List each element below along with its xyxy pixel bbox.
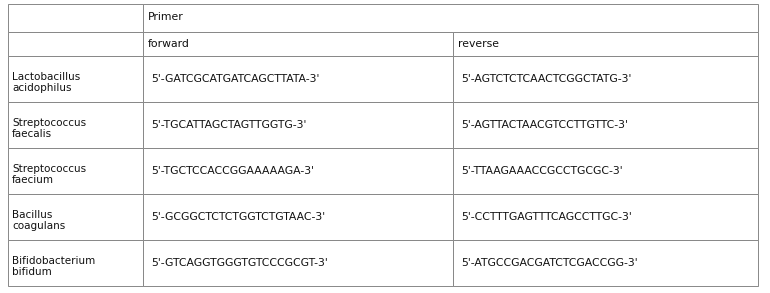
Text: 5'-ATGCCGACGATCTCGACCGG-3': 5'-ATGCCGACGATCTCGACCGG-3' bbox=[461, 258, 638, 268]
Text: acidophilus: acidophilus bbox=[12, 83, 72, 93]
Text: forward: forward bbox=[148, 39, 190, 49]
Text: faecium: faecium bbox=[12, 175, 54, 185]
Text: 5'-TGCATTAGCTAGTTGGTG-3': 5'-TGCATTAGCTAGTTGGTG-3' bbox=[151, 120, 306, 130]
Text: Lactobacillus: Lactobacillus bbox=[12, 72, 80, 82]
Text: 5'-AGTTACTAACGTCCTTGTTC-3': 5'-AGTTACTAACGTCCTTGTTC-3' bbox=[461, 120, 628, 130]
Bar bbox=[8, 4, 143, 32]
Bar bbox=[453, 148, 758, 194]
Bar bbox=[143, 240, 453, 286]
Bar bbox=[8, 102, 143, 148]
Bar bbox=[143, 148, 453, 194]
Text: bifidum: bifidum bbox=[12, 267, 52, 277]
Text: reverse: reverse bbox=[458, 39, 499, 49]
Text: Streptococcus: Streptococcus bbox=[12, 118, 86, 128]
Text: Bifidobacterium: Bifidobacterium bbox=[12, 256, 95, 266]
Text: coagulans: coagulans bbox=[12, 221, 65, 231]
Text: 5'-CCTTTGAGTTTCAGCCTTGC-3': 5'-CCTTTGAGTTTCAGCCTTGC-3' bbox=[461, 212, 631, 222]
Text: faecalis: faecalis bbox=[12, 129, 52, 139]
Text: 5'-GCGGCTCTCTGGTCTGTAAC-3': 5'-GCGGCTCTCTGGTCTGTAAC-3' bbox=[151, 212, 325, 222]
Bar bbox=[453, 194, 758, 240]
Bar bbox=[143, 4, 758, 32]
Bar bbox=[8, 148, 143, 194]
Bar bbox=[453, 240, 758, 286]
Text: 5'-AGTCTCTCAACTCGGCTATG-3': 5'-AGTCTCTCAACTCGGCTATG-3' bbox=[461, 74, 631, 84]
Text: Bacillus: Bacillus bbox=[12, 210, 52, 220]
Bar bbox=[453, 56, 758, 102]
Bar bbox=[453, 32, 758, 56]
Bar bbox=[453, 102, 758, 148]
Text: 5'-TTAAGAAACCGCCTGCGC-3': 5'-TTAAGAAACCGCCTGCGC-3' bbox=[461, 166, 623, 176]
Bar bbox=[143, 102, 453, 148]
Text: 5'-GTCAGGTGGGTGTCCCGCGT-3': 5'-GTCAGGTGGGTGTCCCGCGT-3' bbox=[151, 258, 328, 268]
Bar bbox=[8, 240, 143, 286]
Bar bbox=[143, 194, 453, 240]
Text: 5'-GATCGCATGATCAGCTTATA-3': 5'-GATCGCATGATCAGCTTATA-3' bbox=[151, 74, 320, 84]
Bar bbox=[143, 32, 453, 56]
Bar bbox=[8, 194, 143, 240]
Bar bbox=[143, 56, 453, 102]
Text: 5'-TGCTCCACCGGAAAAAGA-3': 5'-TGCTCCACCGGAAAAAGA-3' bbox=[151, 166, 314, 176]
Bar bbox=[8, 32, 143, 56]
Text: Primer: Primer bbox=[148, 12, 184, 22]
Text: Streptococcus: Streptococcus bbox=[12, 164, 86, 174]
Bar bbox=[8, 56, 143, 102]
